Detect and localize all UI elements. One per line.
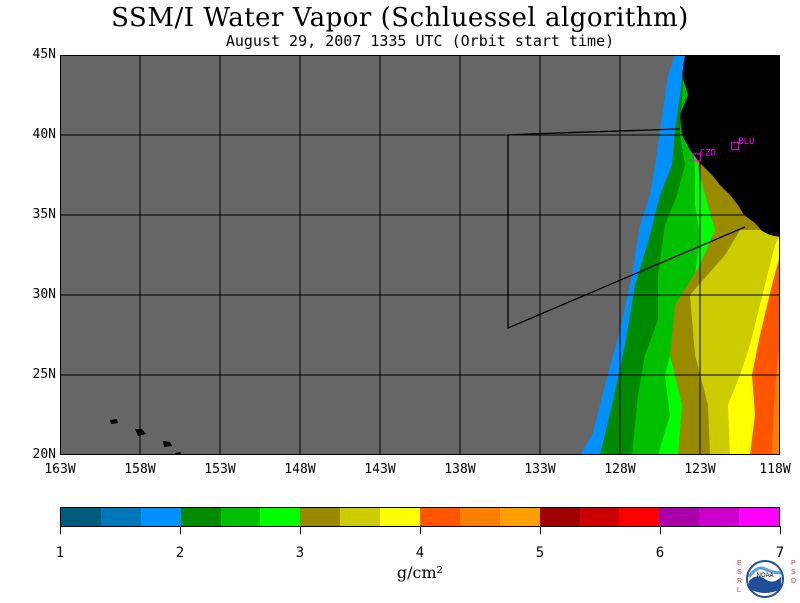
colorbar-swatch bbox=[579, 508, 620, 526]
colorbar-swatch bbox=[699, 508, 740, 526]
longitude-label: 148W bbox=[284, 462, 316, 477]
colorbar-swatch bbox=[539, 508, 580, 526]
longitude-label: 163W bbox=[44, 462, 76, 477]
longitude-label: 138W bbox=[444, 462, 476, 477]
site-marker[interactable] bbox=[731, 142, 740, 151]
colorbar-tick bbox=[660, 526, 661, 534]
colorbar-swatch bbox=[260, 508, 301, 526]
map-canvas: CZD BLU bbox=[60, 55, 780, 455]
longitude-label: 133W bbox=[524, 462, 556, 477]
colorbar-swatch bbox=[300, 508, 341, 526]
colorbar-swatch bbox=[420, 508, 460, 526]
land-north-america bbox=[680, 55, 780, 237]
colorbar-tick bbox=[60, 526, 61, 534]
site-label: CZD bbox=[700, 148, 716, 158]
colorbar-swatch bbox=[619, 508, 660, 526]
colorbar-swatch bbox=[380, 508, 421, 526]
colorbar-tick bbox=[300, 526, 301, 534]
colorbar-tick bbox=[540, 526, 541, 534]
colorbar-tick bbox=[780, 526, 781, 534]
grid-lines bbox=[60, 55, 780, 455]
colorbar-label: 7 bbox=[775, 545, 785, 561]
colorbar-label: 3 bbox=[295, 545, 305, 561]
colorbar-swatch bbox=[340, 508, 381, 526]
colorbar-swatch bbox=[659, 508, 700, 526]
colorbar-swatch bbox=[100, 508, 141, 526]
longitude-label: 158W bbox=[124, 462, 156, 477]
latitude-label: 35N bbox=[32, 207, 56, 222]
latitude-label: 25N bbox=[32, 367, 56, 382]
colorbar-swatch bbox=[459, 508, 500, 526]
colorbar-label: 2 bbox=[175, 545, 185, 561]
latitude-label: 30N bbox=[32, 287, 56, 302]
colorbar-label: 1 bbox=[55, 545, 65, 561]
orbit-swath-outline bbox=[507, 128, 746, 329]
colorbar-label: 6 bbox=[655, 545, 665, 561]
logo-center-text: NOAA bbox=[756, 573, 773, 579]
longitude-label: 128W bbox=[604, 462, 636, 477]
longitude-label: 118W bbox=[759, 462, 791, 477]
colorbar-swatch bbox=[61, 508, 101, 526]
longitude-label: 123W bbox=[684, 462, 716, 477]
colorbar-swatch bbox=[180, 508, 221, 526]
chart-title: SSM/I Water Vapor (Schluessel algorithm) bbox=[111, 3, 689, 33]
site-markers: CZD BLU bbox=[692, 137, 754, 162]
site-label: BLU bbox=[738, 137, 754, 147]
colorbar-tick bbox=[180, 526, 181, 534]
chart-subtitle: August 29, 2007 1335 UTC (Orbit start ti… bbox=[225, 32, 615, 50]
colorbar-swatch bbox=[499, 508, 540, 526]
map-border bbox=[60, 55, 780, 455]
water-vapor-map[interactable]: CZD BLU bbox=[60, 55, 780, 455]
colorbar-swatch bbox=[220, 508, 261, 526]
longitude-label: 153W bbox=[204, 462, 236, 477]
longitude-label: 143W bbox=[364, 462, 396, 477]
colorbar-unit: g/cm² bbox=[396, 563, 444, 582]
colorbar-label: 5 bbox=[535, 545, 545, 561]
site-marker[interactable] bbox=[692, 153, 701, 162]
colorbar-tick bbox=[420, 526, 421, 534]
colorbar-swatch bbox=[739, 508, 780, 526]
latitude-label: 40N bbox=[32, 127, 56, 142]
colorbar-swatch bbox=[140, 508, 181, 526]
colorbar-label: 4 bbox=[415, 545, 425, 561]
colorbar bbox=[60, 507, 780, 527]
latitude-label: 20N bbox=[32, 447, 56, 462]
latitude-label: 45N bbox=[32, 47, 56, 62]
